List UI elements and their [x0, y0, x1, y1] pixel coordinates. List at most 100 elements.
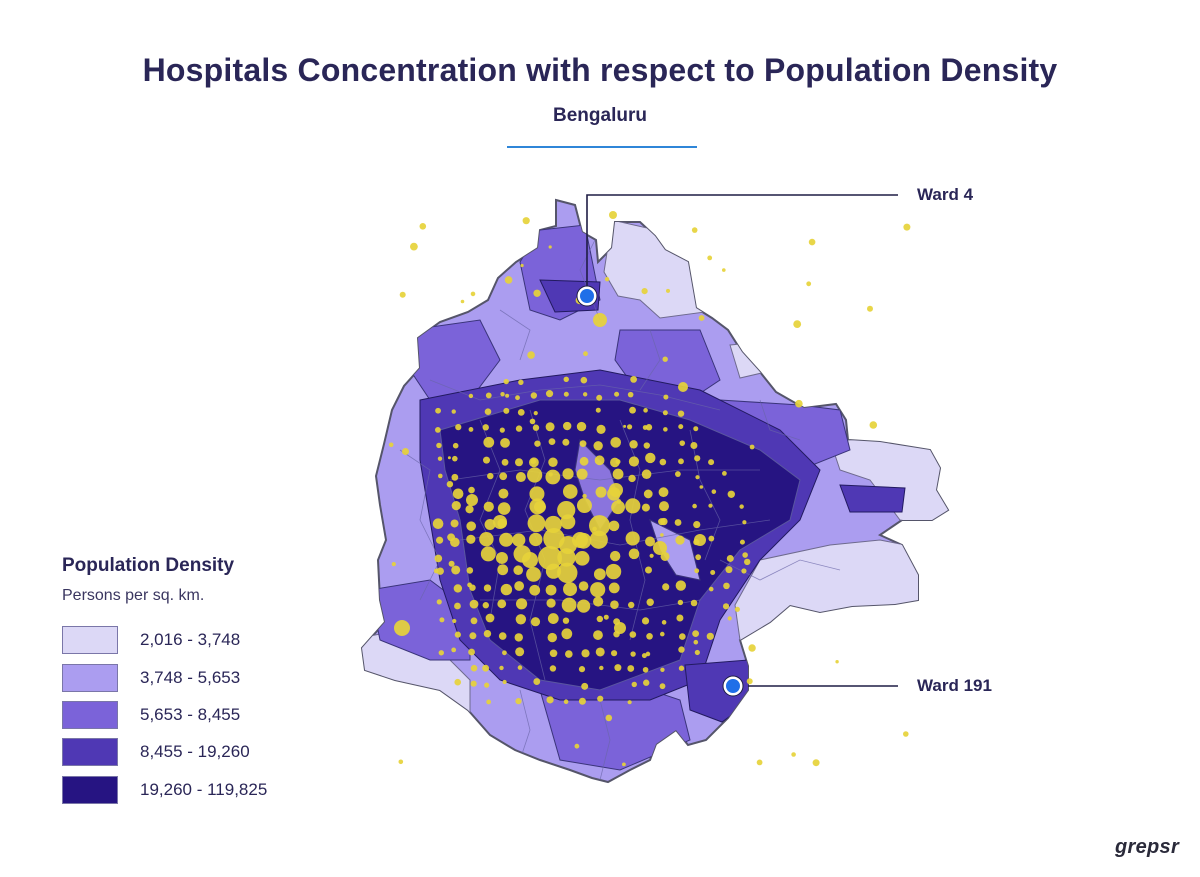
hospital-marker [515, 614, 527, 625]
hospital-marker [641, 503, 650, 512]
hospital-marker [594, 455, 605, 466]
hospital-marker [470, 291, 476, 297]
hospital-marker [470, 617, 478, 625]
hospital-marker [727, 616, 732, 621]
hospital-marker [532, 424, 540, 431]
hospital-marker [517, 665, 523, 670]
hospital-marker [707, 255, 713, 261]
hospital-marker [435, 536, 444, 544]
hospital-marker [653, 541, 667, 555]
legend-item: 3,748 - 5,653 [62, 664, 362, 692]
hospital-marker [515, 698, 522, 705]
hospital-marker [529, 486, 545, 502]
hospital-marker [483, 629, 492, 638]
hospital-marker [746, 678, 753, 685]
hospital-marker [514, 458, 523, 467]
hospital-marker [580, 376, 588, 384]
hospital-marker [548, 438, 556, 446]
hospital-marker [626, 424, 633, 430]
hospital-marker [455, 424, 462, 431]
hospital-marker [453, 584, 463, 593]
hospital-marker [438, 650, 444, 656]
hospital-marker [454, 678, 462, 686]
hospital-marker [756, 759, 763, 766]
hospital-marker [806, 281, 812, 287]
hospital-marker [434, 554, 443, 563]
hospital-marker [563, 699, 569, 705]
hospital-marker [629, 631, 637, 638]
hospital-marker [592, 526, 597, 532]
hospital-marker [565, 650, 573, 658]
hospital-marker [642, 425, 648, 430]
hospital-marker [576, 421, 587, 432]
hospital-marker [485, 613, 495, 623]
hospital-marker [698, 315, 705, 321]
hospital-marker [435, 407, 441, 414]
hospital-marker [744, 558, 751, 566]
hospital-marker [436, 442, 442, 449]
ward-191-label: Ward 191 [917, 676, 992, 695]
hospital-marker [614, 664, 622, 672]
hospital-marker [434, 426, 441, 433]
hospital-marker [562, 468, 574, 480]
hospital-marker [691, 227, 698, 233]
hospital-marker [628, 601, 635, 609]
hospital-marker [662, 583, 670, 591]
hospital-marker [493, 515, 507, 529]
hospital-marker [574, 551, 590, 566]
legend-swatch [62, 626, 118, 654]
hospital-marker [795, 399, 803, 408]
hospital-marker [466, 534, 476, 544]
legend-label: 2,016 - 3,748 [140, 630, 241, 649]
legend-swatch [62, 664, 118, 692]
hospital-marker [678, 665, 685, 671]
hospital-marker [605, 563, 622, 580]
hospital-marker [603, 614, 609, 620]
hospital-marker [658, 518, 666, 526]
hospital-marker [482, 424, 489, 431]
hospital-marker [661, 620, 667, 625]
hospital-marker [534, 440, 541, 447]
hospital-marker [482, 664, 490, 672]
legend-title: Population Density [62, 555, 235, 576]
hospital-marker [410, 242, 418, 251]
hospital-marker [604, 277, 610, 282]
hospital-marker [695, 554, 702, 561]
hospital-marker [452, 618, 457, 624]
hospital-marker [499, 532, 514, 547]
hospital-marker [710, 570, 716, 576]
hospital-marker [446, 481, 454, 488]
hospital-marker [641, 469, 652, 480]
hospital-marker [529, 532, 543, 547]
hospital-marker [610, 600, 619, 610]
legend-label: 8,455 - 19,260 [140, 742, 250, 761]
hospital-marker [497, 599, 507, 609]
hospital-marker [662, 410, 668, 416]
legend-item: 2,016 - 3,748 [62, 626, 362, 654]
hospital-marker [469, 599, 479, 609]
hospital-marker [690, 442, 698, 450]
hospital-marker [903, 731, 909, 737]
hospital-marker [518, 379, 524, 386]
hospital-marker [563, 391, 569, 397]
hospital-marker [483, 436, 495, 448]
hospital-marker [692, 630, 700, 638]
hospital-marker [748, 644, 756, 652]
hospital-marker [623, 424, 627, 428]
hospital-marker [659, 683, 666, 690]
hospital-marker [576, 498, 592, 514]
hospital-marker [526, 566, 541, 582]
hospital-marker [679, 440, 686, 446]
hospital-marker [596, 424, 606, 434]
hospital-marker [515, 598, 528, 610]
hospital-marker [609, 483, 623, 497]
hospital-marker [725, 566, 733, 574]
hospital-marker [577, 599, 591, 613]
hospital-marker [398, 759, 404, 765]
hospital-marker [466, 521, 476, 531]
hospital-marker [533, 289, 541, 297]
hospital-marker [561, 597, 577, 613]
hospital-marker [460, 299, 465, 304]
hospital-marker [599, 665, 604, 671]
hospital-marker [538, 546, 562, 570]
